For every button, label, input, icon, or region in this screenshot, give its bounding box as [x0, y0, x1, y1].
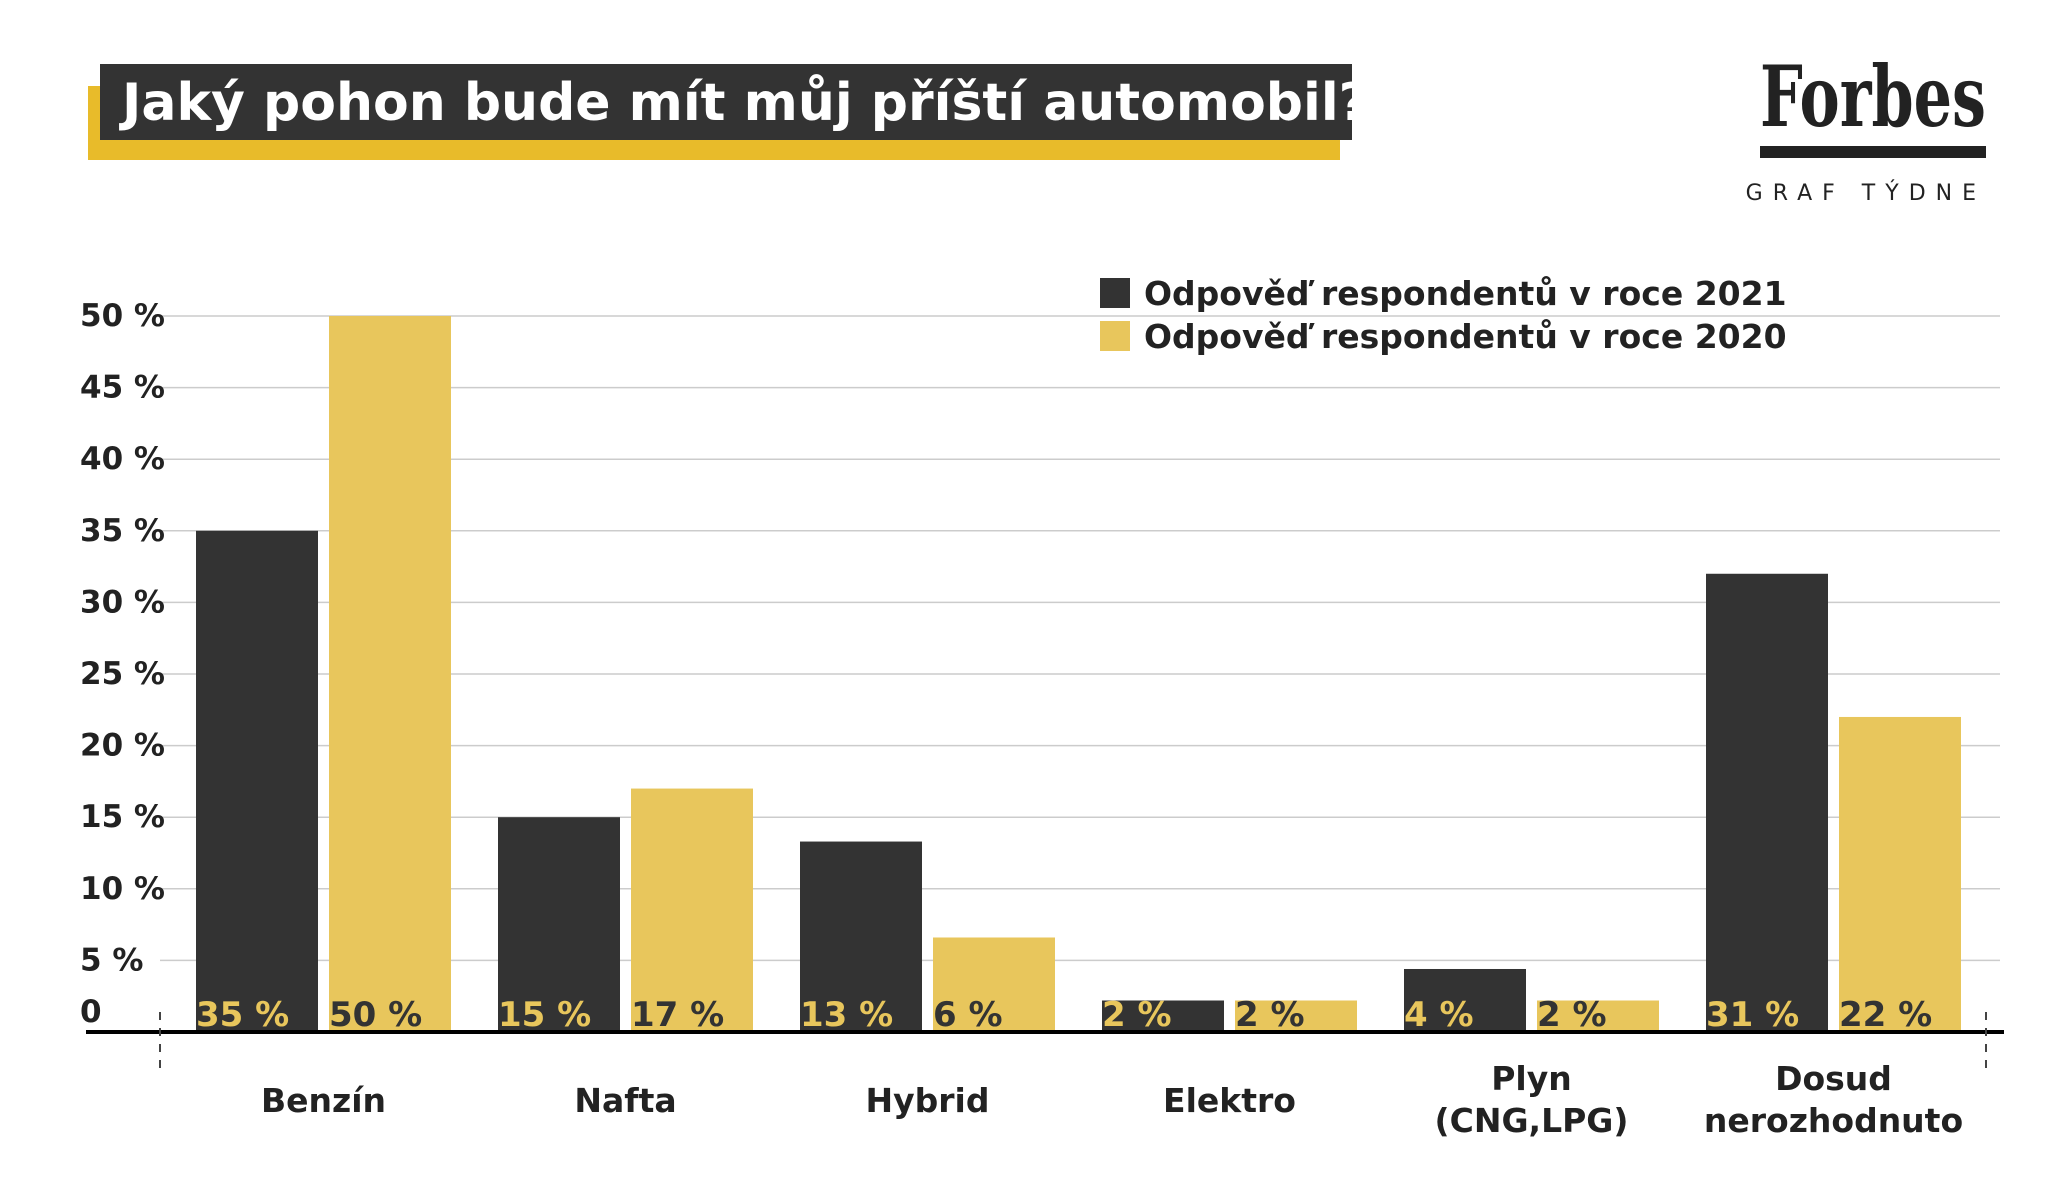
grid [160, 315, 2000, 962]
bar-value-label: 2 % [1102, 995, 1172, 1035]
bar-2020 [329, 316, 451, 1032]
bar-value-label: 31 % [1706, 995, 1799, 1035]
bar-value-label: 2 % [1235, 995, 1305, 1035]
category-labels: Benzín Nafta Hybrid Elektro Plyn(CNG,LPG) Dos… [261, 1059, 1963, 1140]
bar-labels: 35 % 50 % 15 % 17 % 13 % 6 % 2 % 2 % 4 % 2 % 31 % 2… [196, 995, 1932, 1035]
category-label: (CNG,LPG) [1435, 1101, 1629, 1140]
title-box [100, 64, 1352, 140]
bar-value-label: 4 % [1404, 995, 1474, 1035]
bar-value-label: 17 % [631, 995, 724, 1035]
bars [196, 316, 1961, 1032]
y-axis-ticks: 0 5 % 10 % 15 % 20 % 25 % 30 % 35 % 40 % 45 % 50 % [80, 298, 165, 1030]
legend-swatch-2020 [1100, 321, 1130, 351]
brand-logo: Forbes GRAF TÝDNE [1746, 47, 1986, 206]
legend-label-2021: Odpověď respondentů v roce 2021 [1144, 274, 1787, 313]
bar-2021 [196, 530, 318, 1032]
category-label: Benzín [261, 1081, 386, 1120]
bar-2020 [933, 937, 1055, 1032]
y-tick-label: 5 % [80, 942, 143, 978]
bar-2021 [800, 841, 922, 1032]
bar-value-label: 22 % [1839, 995, 1932, 1035]
bar-value-label: 35 % [196, 995, 289, 1035]
category-label: Plyn [1491, 1059, 1572, 1098]
legend: Odpověď respondentů v roce 2021 Odpověď … [1100, 274, 1787, 356]
bar-2020 [631, 788, 753, 1032]
legend-label-2020: Odpověď respondentů v roce 2020 [1144, 317, 1787, 356]
logo-underline [1760, 146, 1986, 158]
bar-2021 [1404, 968, 1526, 1032]
y-tick-label: 40 % [80, 441, 165, 477]
y-tick-label: 15 % [80, 799, 165, 835]
bar-2020 [1235, 1000, 1357, 1032]
bar-value-label: 50 % [329, 995, 422, 1035]
bar-2021 [1102, 1000, 1224, 1032]
brand-subtitle: GRAF TÝDNE [1746, 180, 1986, 206]
forbes-logo: Forbes [1760, 47, 1986, 146]
y-tick-label: 30 % [80, 584, 165, 620]
category-label: nerozhodnuto [1704, 1101, 1963, 1140]
bar-2020 [1839, 716, 1961, 1032]
title-banner: Jaký pohon bude mít můj příští automobil… [88, 64, 1369, 160]
category-label: Dosud [1775, 1059, 1892, 1098]
y-tick-label: 45 % [80, 370, 165, 406]
legend-swatch-2021 [1100, 278, 1130, 308]
y-tick-label: 10 % [80, 871, 165, 907]
bar-value-label: 2 % [1537, 995, 1607, 1035]
category-label: Nafta [574, 1081, 676, 1120]
bar-2020 [1537, 1000, 1659, 1032]
y-tick-label: 25 % [80, 656, 165, 692]
bar-2021 [498, 817, 620, 1032]
bar-2021 [1706, 573, 1828, 1032]
bar-value-label: 6 % [933, 995, 1003, 1035]
y-tick-label: 0 [80, 994, 102, 1030]
y-tick-label: 50 % [80, 298, 165, 334]
y-tick-label: 20 % [80, 728, 165, 764]
y-tick-label: 35 % [80, 513, 165, 549]
chart-title: Jaký pohon bude mít můj příští automobil… [119, 73, 1369, 133]
category-label: Elektro [1163, 1081, 1296, 1120]
x-axis [86, 1012, 2004, 1070]
bar-value-label: 15 % [498, 995, 591, 1035]
category-label: Hybrid [866, 1081, 990, 1120]
bar-value-label: 13 % [800, 995, 893, 1035]
